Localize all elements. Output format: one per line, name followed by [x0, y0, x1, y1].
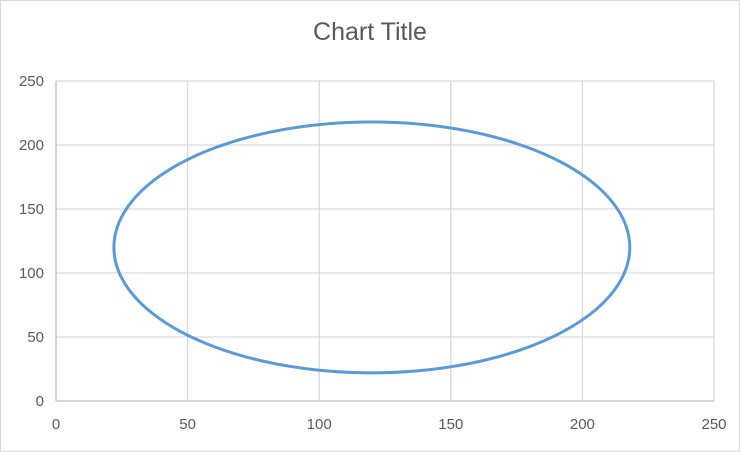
- y-tick-label: 200: [19, 137, 44, 154]
- y-tick-label: 100: [19, 265, 44, 282]
- chart-title: Chart Title: [313, 18, 427, 46]
- y-tick-label: 0: [36, 393, 44, 410]
- x-tick-label: 100: [307, 416, 332, 433]
- x-tick-label: 50: [179, 416, 196, 433]
- y-tick-label: 250: [19, 73, 44, 90]
- y-tick-label: 50: [27, 329, 44, 346]
- y-tick-label: 150: [19, 201, 44, 218]
- series-line: [112, 120, 632, 375]
- x-tick-label: 0: [52, 416, 60, 433]
- x-tick-label: 150: [438, 416, 463, 433]
- x-tick-label: 200: [570, 416, 595, 433]
- x-tick-label: 250: [701, 416, 726, 433]
